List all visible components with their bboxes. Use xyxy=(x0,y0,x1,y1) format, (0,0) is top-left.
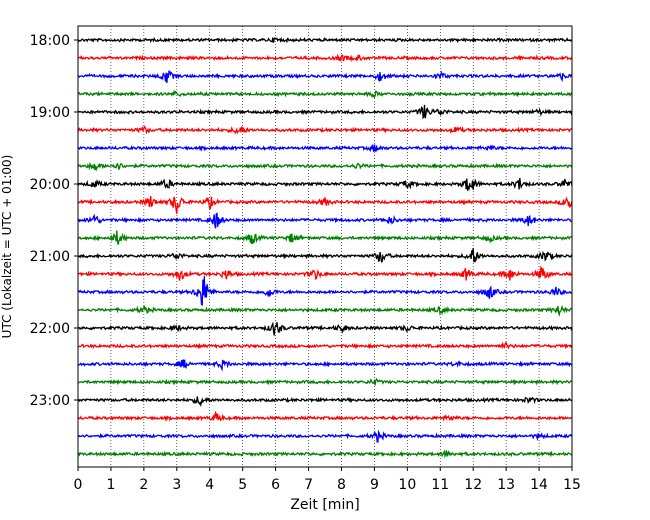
x-tick-label: 5 xyxy=(238,477,247,493)
trace-row xyxy=(77,321,573,336)
trace-row xyxy=(77,276,573,307)
trace-row xyxy=(77,265,573,281)
trace-row xyxy=(77,304,573,317)
y-tick-label: 20:00 xyxy=(30,177,70,193)
trace-row xyxy=(77,177,573,191)
trace-row xyxy=(77,36,573,44)
y-axis-ticks: 18:00 19:00 20:00 21:00 22:00 23:00 xyxy=(30,33,78,409)
x-tick-label: 14 xyxy=(530,477,548,493)
x-tick-label: 0 xyxy=(74,477,83,493)
trace-row xyxy=(77,104,573,120)
trace-row xyxy=(77,70,573,83)
x-tick-label: 15 xyxy=(563,477,581,493)
trace-row xyxy=(77,359,572,372)
trace-row xyxy=(77,247,573,263)
trace-row xyxy=(77,89,573,99)
trace-row xyxy=(77,410,573,422)
y-axis-label: UTC (Lokalzeit = UTC + 01:00) xyxy=(0,155,14,339)
trace-row xyxy=(77,53,573,63)
trace-row xyxy=(77,377,573,386)
y-tick-label: 19:00 xyxy=(30,105,70,121)
x-tick-label: 8 xyxy=(337,477,346,493)
x-tick-label: 13 xyxy=(497,477,515,493)
x-tick-label: 11 xyxy=(431,477,449,493)
y-tick-label: 23:00 xyxy=(30,393,70,409)
x-tick-label: 6 xyxy=(271,477,280,493)
x-tick-label: 9 xyxy=(370,477,379,493)
x-tick-label: 2 xyxy=(139,477,148,493)
x-axis-ticks: 0 1 2 3 4 5 6 7 8 9 10 11 12 13 14 15 xyxy=(74,467,581,493)
trace-row xyxy=(77,396,573,408)
x-tick-label: 10 xyxy=(398,477,416,493)
trace-row xyxy=(77,212,573,229)
trace-row xyxy=(77,449,573,459)
x-tick-label: 3 xyxy=(172,477,181,493)
trace-row xyxy=(77,161,573,172)
trace-row xyxy=(77,196,573,214)
y-tick-label: 22:00 xyxy=(30,321,70,337)
y-tick-label: 21:00 xyxy=(30,249,70,265)
trace-row xyxy=(77,230,573,245)
trace-row xyxy=(77,125,573,135)
x-tick-label: 1 xyxy=(106,477,115,493)
seismic-traces xyxy=(77,36,573,459)
x-axis-label: Zeit [min] xyxy=(290,497,359,513)
x-tick-label: 12 xyxy=(464,477,482,493)
trace-row xyxy=(77,341,573,350)
y-tick-label: 18:00 xyxy=(30,33,70,49)
x-tick-label: 7 xyxy=(304,477,313,493)
trace-row xyxy=(77,144,573,153)
plot-frame xyxy=(77,25,573,468)
trace-row xyxy=(77,429,573,443)
x-tick-label: 4 xyxy=(205,477,214,493)
